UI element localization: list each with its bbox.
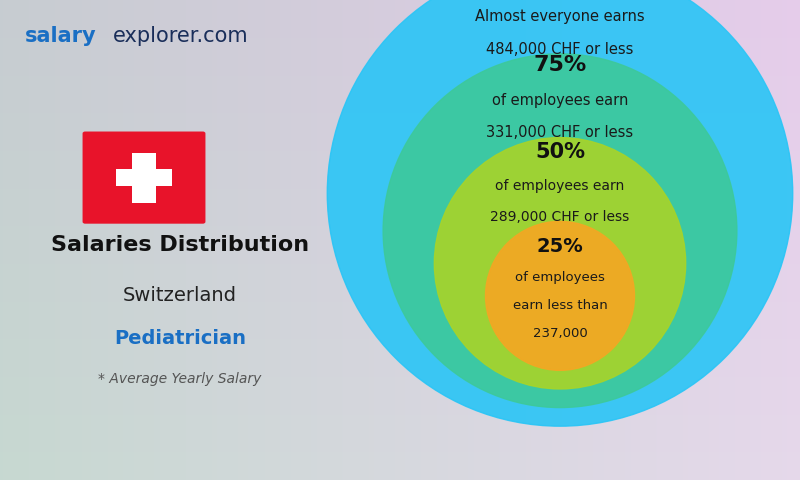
Bar — [133, 153, 155, 203]
Text: 331,000 CHF or less: 331,000 CHF or less — [486, 125, 634, 141]
Text: * Average Yearly Salary: * Average Yearly Salary — [98, 372, 262, 386]
Text: 289,000 CHF or less: 289,000 CHF or less — [490, 210, 630, 224]
Text: Salaries Distribution: Salaries Distribution — [51, 235, 309, 255]
Text: of employees earn: of employees earn — [492, 93, 628, 108]
Text: salary: salary — [26, 26, 97, 47]
Text: Switzerland: Switzerland — [123, 286, 237, 305]
Text: 237,000: 237,000 — [533, 326, 587, 339]
Text: 484,000 CHF or less: 484,000 CHF or less — [486, 42, 634, 57]
Bar — [116, 169, 172, 186]
Text: 25%: 25% — [537, 238, 583, 256]
Text: of employees: of employees — [515, 271, 605, 284]
Circle shape — [383, 54, 737, 408]
Text: 50%: 50% — [535, 142, 585, 162]
Text: Pediatrician: Pediatrician — [114, 329, 246, 348]
Circle shape — [327, 0, 793, 426]
Circle shape — [486, 221, 634, 371]
Text: Almost everyone earns: Almost everyone earns — [475, 9, 645, 24]
Text: of employees earn: of employees earn — [495, 180, 625, 193]
Text: earn less than: earn less than — [513, 299, 607, 312]
Text: 75%: 75% — [534, 56, 586, 75]
Text: explorer.com: explorer.com — [113, 26, 249, 47]
FancyBboxPatch shape — [82, 132, 206, 224]
Circle shape — [434, 138, 686, 389]
